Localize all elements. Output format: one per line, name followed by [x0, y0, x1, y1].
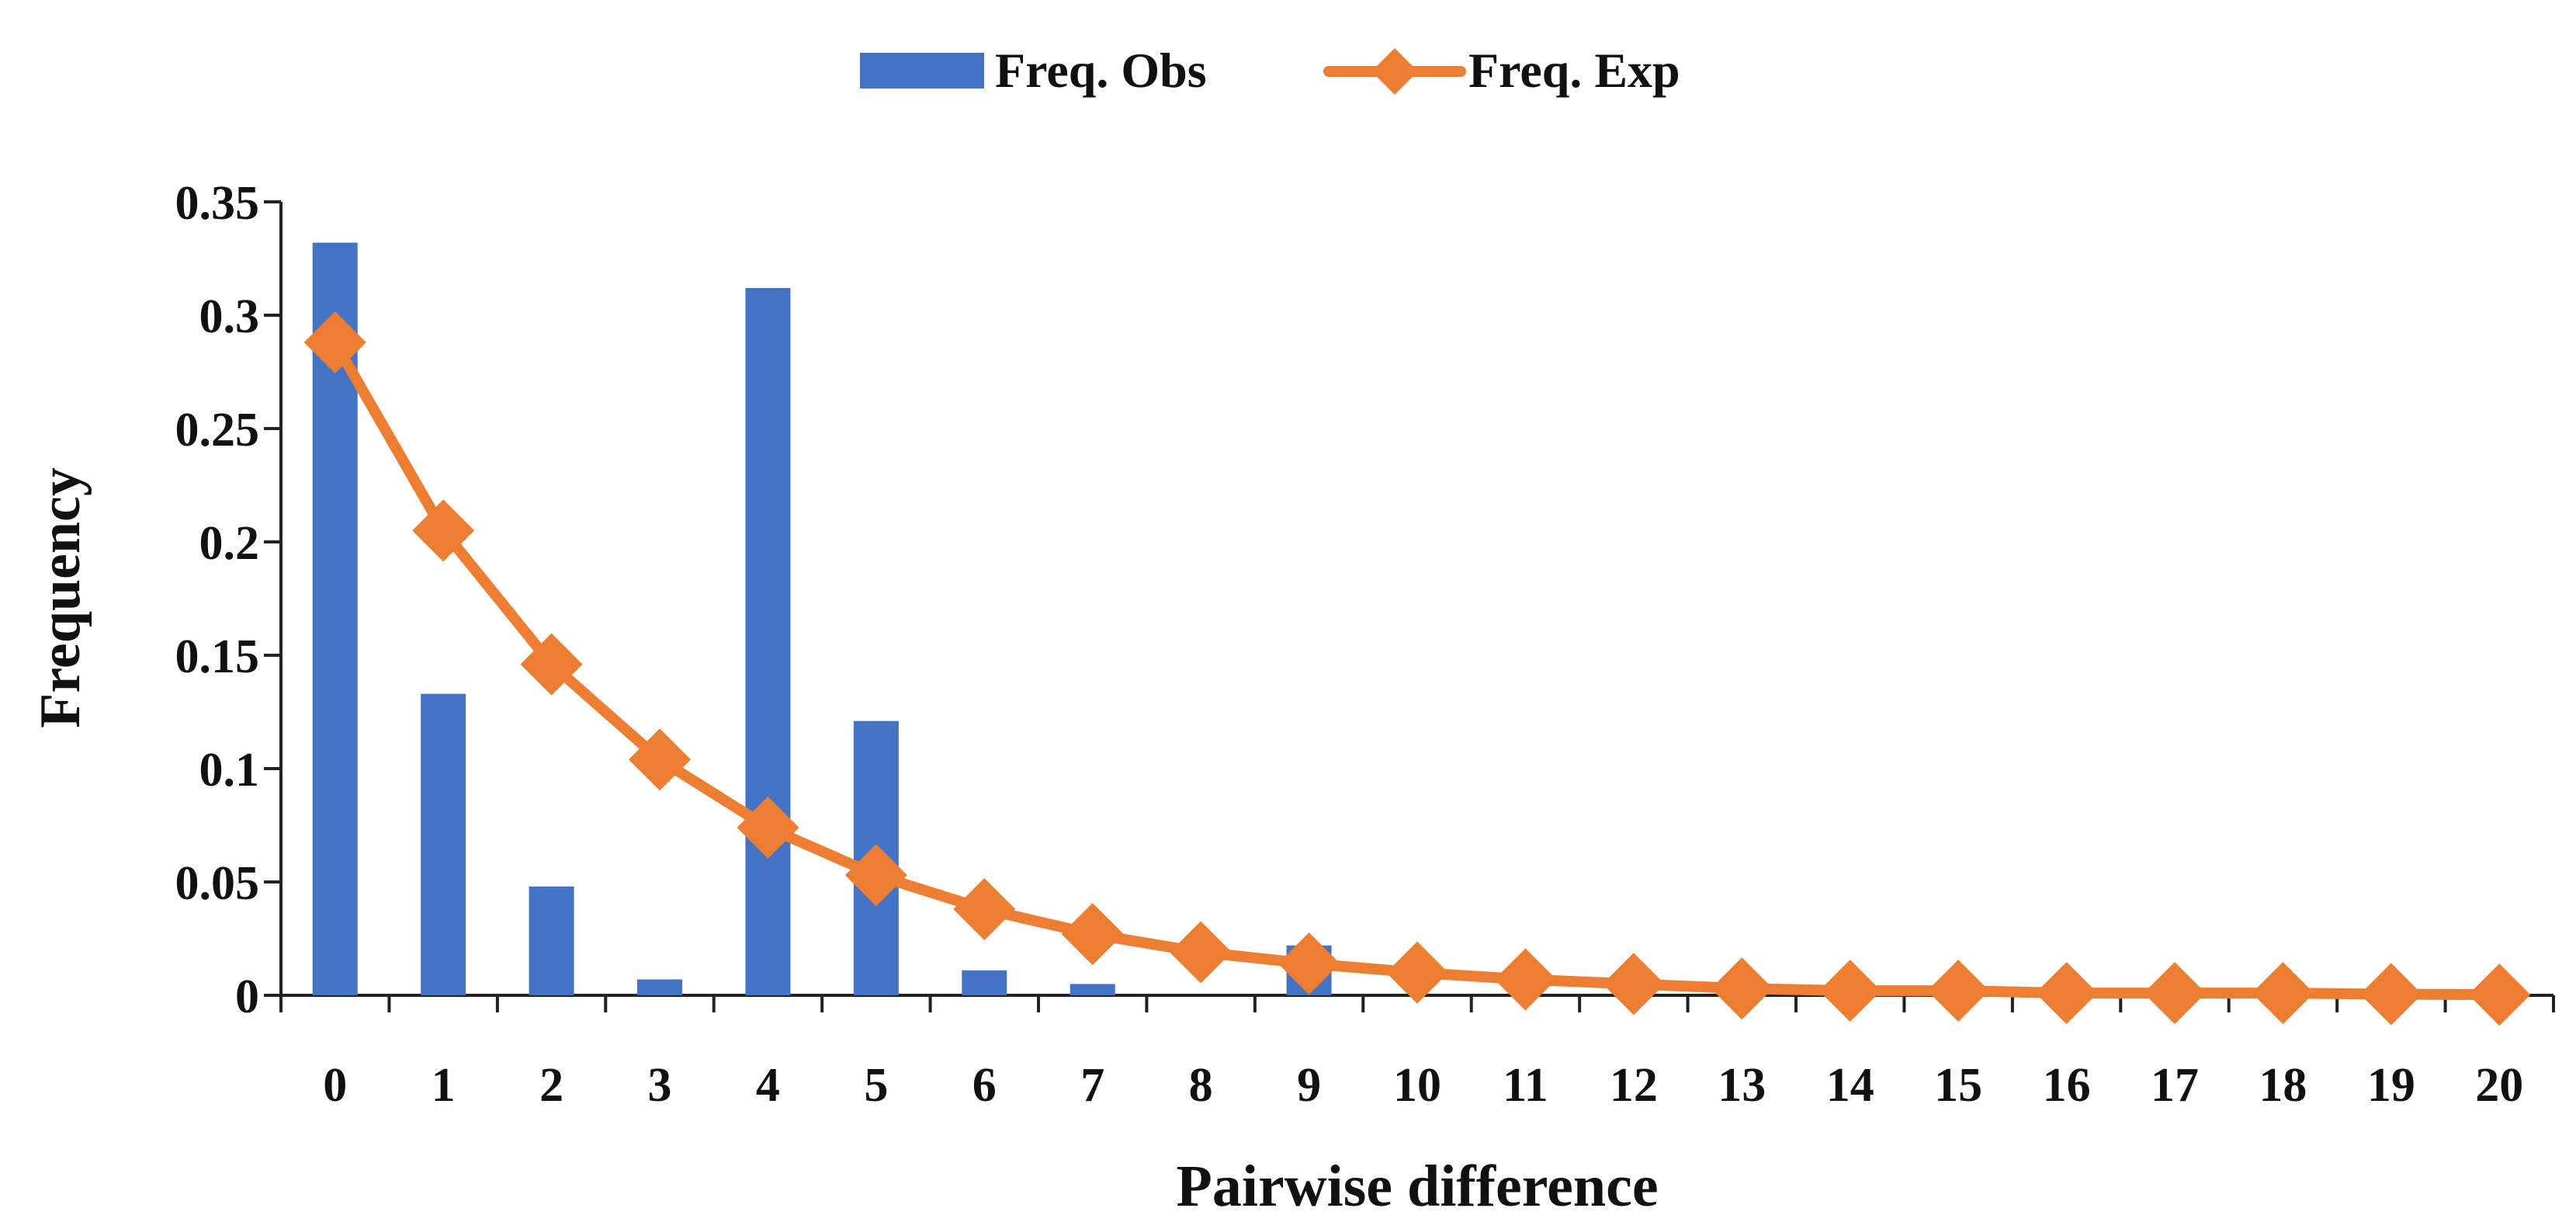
- y-tick-label: 0.35: [175, 177, 260, 230]
- point-freq-exp: [1927, 960, 1990, 1022]
- point-freq-exp: [1278, 932, 1340, 995]
- x-tick-label: 18: [2259, 1059, 2307, 1112]
- point-freq-exp: [1386, 941, 1448, 1004]
- x-tick-label: 14: [1826, 1059, 1874, 1112]
- point-freq-exp: [2468, 963, 2531, 1026]
- x-tick-label: 13: [1718, 1059, 1766, 1112]
- x-tick-label: 1: [432, 1059, 456, 1112]
- x-tick-label: 4: [756, 1059, 780, 1112]
- point-freq-exp: [1818, 960, 1881, 1022]
- x-tick-label: 12: [1610, 1059, 1658, 1112]
- y-tick-label: 0.15: [175, 630, 260, 683]
- legend-label-freq-exp: Freq. Exp: [1468, 43, 1680, 98]
- bar-series-freq-obs: [312, 242, 1332, 996]
- x-tick-label: 17: [2151, 1059, 2199, 1112]
- point-freq-exp: [2252, 962, 2314, 1025]
- point-freq-exp: [1711, 957, 1773, 1020]
- y-tick-label: 0.3: [199, 290, 260, 343]
- legend: Freq. Obs Freq. Exp: [860, 43, 1680, 98]
- x-axis-title: Pairwise difference: [1176, 1154, 1658, 1219]
- x-tick-label: 20: [2475, 1059, 2523, 1112]
- point-freq-exp: [520, 633, 583, 696]
- line-freq-exp: [329, 337, 2505, 1001]
- y-tick-label: 0.2: [199, 517, 260, 570]
- y-tick-label: 0.05: [175, 857, 260, 910]
- point-freq-exp: [1602, 953, 1665, 1015]
- point-freq-exp: [629, 728, 691, 791]
- y-tick-label: 0.25: [175, 404, 260, 457]
- x-tick-label: 6: [973, 1059, 997, 1112]
- x-tick-label: 2: [539, 1059, 563, 1112]
- legend-label-freq-obs: Freq. Obs: [995, 43, 1207, 98]
- bar-freq-obs: [962, 970, 1007, 995]
- bar-freq-obs: [529, 886, 574, 995]
- x-tick-label: 0: [323, 1059, 347, 1112]
- bar-freq-obs: [421, 693, 466, 995]
- point-freq-exp: [2035, 962, 2098, 1025]
- point-freq-exp: [844, 844, 907, 907]
- point-freq-exp: [303, 311, 366, 374]
- legend-swatch-freq-exp-marker: [1371, 48, 1418, 95]
- x-tick-label: 11: [1503, 1059, 1548, 1112]
- point-freq-exp: [737, 796, 799, 859]
- point-freq-exp: [2359, 963, 2422, 1026]
- line-series-freq-exp: [303, 311, 2531, 1026]
- x-tick-label: 3: [648, 1059, 672, 1112]
- legend-swatch-freq-obs: [860, 53, 984, 89]
- point-freq-exp: [1494, 948, 1557, 1011]
- y-tick-label: 0.1: [199, 744, 260, 797]
- x-tick-label: 16: [2043, 1059, 2091, 1112]
- y-axis-title: Frequency: [29, 467, 92, 728]
- point-freq-exp: [1170, 921, 1233, 984]
- y-axis: 0 0.05 0.1 0.15 0.2 0.25 0.3 0.35: [175, 177, 283, 1023]
- point-freq-exp: [412, 499, 475, 562]
- bar-freq-obs: [1070, 984, 1115, 995]
- point-freq-exp: [2144, 962, 2206, 1025]
- y-tick-label: 0: [235, 970, 259, 1023]
- x-tick-label: 7: [1080, 1059, 1104, 1112]
- x-tick-label: 10: [1393, 1059, 1441, 1112]
- bar-freq-obs: [637, 979, 682, 995]
- x-tick-label: 5: [864, 1059, 888, 1112]
- x-tick-label: 15: [1934, 1059, 1982, 1112]
- bar-freq-obs: [745, 287, 791, 996]
- x-tick-label: 9: [1297, 1059, 1321, 1112]
- x-tick-label: 8: [1189, 1059, 1213, 1112]
- point-freq-exp: [953, 878, 1016, 941]
- point-freq-exp: [1061, 903, 1124, 966]
- x-tick-label: 19: [2367, 1059, 2415, 1112]
- x-axis: 0 1 2 3 4 5 6 7 8 9 10 11 12 13 14 15 16 17 18 19 20: [279, 994, 2555, 1112]
